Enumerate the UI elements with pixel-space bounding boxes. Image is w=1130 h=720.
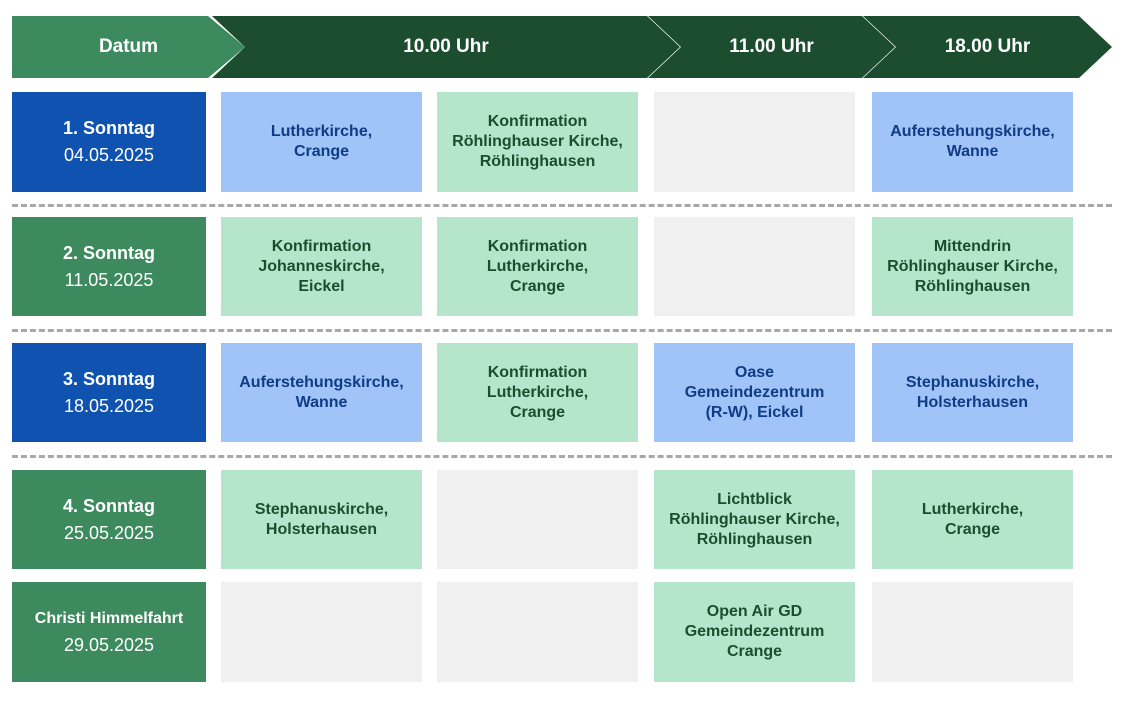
service-line: Lutherkirche, — [921, 500, 1024, 518]
header-3: 18.00 Uhr — [863, 16, 1112, 78]
service-line: Holsterhausen — [265, 520, 378, 538]
service-cell: Oase Gemeindezentrum (R-W), Eickel — [654, 343, 855, 442]
service-cell — [872, 582, 1073, 682]
service-cell — [221, 582, 422, 682]
row-divider — [12, 329, 1112, 332]
day-label: 1. Sonntag — [62, 118, 155, 138]
header-1: 10.00 Uhr — [212, 16, 680, 78]
service-line: Konfirmation — [487, 237, 588, 255]
service-cell: Konfirmation Röhlinghauser Kirche, Röhling… — [437, 92, 638, 192]
service-line: Crange — [509, 277, 566, 295]
service-line: Auferstehungskirche, — [890, 123, 1055, 140]
service-line: Röhlinghausen — [696, 530, 813, 548]
service-line: Röhlinghauser Kirche, — [669, 510, 840, 528]
service-line: Röhlinghauser Kirche, — [452, 133, 623, 150]
service-line: Wanne — [295, 393, 348, 411]
date-value: 29.05.2025 — [63, 635, 155, 655]
service-line: Lutherkirche, — [270, 123, 373, 140]
service-line: Röhlinghausen — [479, 153, 596, 170]
service-line: Crange — [726, 643, 783, 660]
service-line: (R-W), Eickel — [705, 403, 804, 421]
service-line: Gemeindezentrum — [684, 383, 825, 401]
service-line: Lutherkirche, — [486, 257, 589, 275]
service-line: Oase — [734, 363, 775, 381]
service-cell: Lichtblick Röhlinghauser Kirche, Röhlingha… — [654, 470, 855, 569]
service-cell: Stephanuskirche, Holsterhausen — [221, 470, 422, 569]
service-cell — [654, 92, 855, 192]
date-cell: 1. Sonntag 04.05.2025 — [12, 92, 206, 192]
service-line: Crange — [944, 520, 1001, 538]
date-value: 18.05.2025 — [63, 395, 155, 416]
service-line: Konfirmation — [487, 363, 588, 381]
service-line: Gemeindezentrum — [684, 623, 825, 640]
date-value: 04.05.2025 — [63, 145, 155, 165]
service-cell — [654, 217, 855, 316]
service-line: Mittendrin — [933, 237, 1012, 255]
service-cell: Lutherkirche, Crange — [221, 92, 422, 192]
date-cell: Christi Himmelfahrt 29.05.2025 — [12, 582, 206, 682]
service-line: Röhlinghauser Kirche, — [887, 257, 1058, 275]
date-cell: 2. Sonntag 11.05.2025 — [12, 217, 206, 316]
service-line: Crange — [509, 403, 566, 421]
service-line: Open Air GD — [706, 603, 803, 620]
service-line: Röhlinghausen — [914, 277, 1031, 295]
service-cell: Konfirmation Lutherkirche, Crange — [437, 343, 638, 442]
service-line: Wanne — [946, 143, 999, 160]
service-line: Konfirmation — [487, 113, 588, 130]
service-cell: Open Air GD Gemeindezentrum Crange — [654, 582, 855, 682]
service-line: Stephanuskirche, — [905, 373, 1040, 391]
service-line: Lutherkirche, — [486, 383, 589, 401]
day-label: 2. Sonntag — [62, 242, 155, 263]
service-line: Stephanuskirche, — [254, 500, 389, 518]
service-cell — [437, 582, 638, 682]
service-cell: Auferstehungskirche, Wanne — [221, 343, 422, 442]
service-line: Auferstehungskirche, — [239, 373, 404, 391]
service-cell: Auferstehungskirche, Wanne — [872, 92, 1073, 192]
service-cell — [437, 470, 638, 569]
service-cell: Konfirmation Lutherkirche, Crange — [437, 217, 638, 316]
day-label: 3. Sonntag — [62, 368, 155, 389]
date-cell: 3. Sonntag 18.05.2025 — [12, 343, 206, 442]
service-line: Konfirmation — [271, 237, 372, 255]
header-2: 11.00 Uhr — [648, 16, 895, 78]
service-cell: Lutherkirche, Crange — [872, 470, 1073, 569]
day-label: 4. Sonntag — [62, 495, 155, 516]
row-divider — [12, 204, 1112, 207]
service-line: Lichtblick — [717, 490, 792, 508]
day-label: Christi Himmelfahrt — [34, 610, 184, 627]
service-line: Crange — [293, 143, 350, 160]
header-0: Datum — [12, 16, 245, 78]
service-cell: Stephanuskirche, Holsterhausen — [872, 343, 1073, 442]
service-line: Johanneskirche, — [258, 257, 385, 275]
service-line: Holsterhausen — [916, 393, 1029, 411]
service-cell: Mittendrin Röhlinghauser Kirche, Röhlingha… — [872, 217, 1073, 316]
row-divider — [12, 455, 1112, 458]
service-cell: Konfirmation Johanneskirche, Eickel — [221, 217, 422, 316]
service-line: Eickel — [298, 277, 345, 295]
date-cell: 4. Sonntag 25.05.2025 — [12, 470, 206, 569]
date-value: 25.05.2025 — [63, 522, 155, 543]
date-value: 11.05.2025 — [64, 269, 154, 290]
